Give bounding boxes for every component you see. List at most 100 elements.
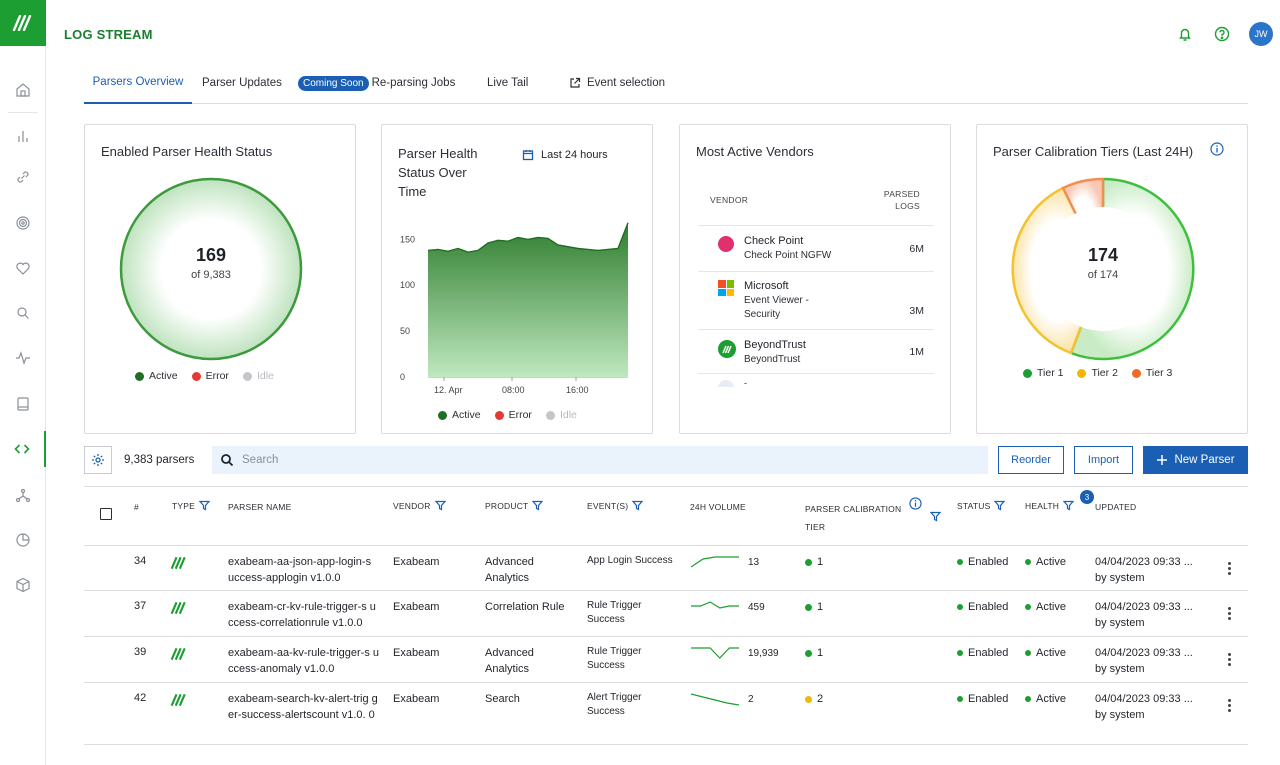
exabeam-logo-icon bbox=[12, 15, 32, 31]
vendor-row[interactable]: Check Point Check Point NGFW 6M bbox=[698, 225, 934, 271]
row-vendor: Exabeam bbox=[393, 556, 440, 568]
row-num: 37 bbox=[134, 600, 147, 612]
health-dot bbox=[1025, 559, 1031, 565]
column-settings-button[interactable] bbox=[84, 446, 112, 474]
search-icon[interactable] bbox=[0, 295, 46, 331]
code-icon[interactable] bbox=[0, 431, 46, 467]
filter-icon[interactable] bbox=[632, 500, 644, 511]
row-actions-icon[interactable] bbox=[1224, 649, 1234, 669]
parser-name-link[interactable]: exabeam-aa-json-app-login-s uccess-applo… bbox=[228, 556, 372, 584]
cube-icon[interactable] bbox=[0, 567, 46, 603]
parser-name-link[interactable]: exabeam-search-kv-alert-trig ger-success… bbox=[228, 693, 378, 721]
target-icon[interactable] bbox=[0, 205, 46, 241]
row-actions-icon[interactable] bbox=[1224, 558, 1234, 578]
status-dot bbox=[957, 696, 963, 702]
tab-reparsing-jobs[interactable]: Coming Soon Re-parsing Jobs bbox=[298, 62, 455, 104]
row-actions-icon[interactable] bbox=[1224, 695, 1234, 715]
filter-icon[interactable] bbox=[1063, 500, 1075, 511]
table-row[interactable]: 34 exabeam-aa-json-app-login-s uccess-app… bbox=[84, 546, 1248, 591]
vendor-row[interactable]: Microsoft Event Viewer - Security 3M bbox=[698, 271, 934, 329]
col-status: STATUS bbox=[957, 500, 1006, 511]
table-row[interactable]: 37 exabeam-cr-kv-rule-trigger-s uccess-co… bbox=[84, 591, 1248, 637]
row-health: Active bbox=[1025, 599, 1066, 615]
bell-icon[interactable] bbox=[1175, 24, 1195, 44]
plus-icon bbox=[1157, 455, 1168, 465]
bar-chart-icon[interactable] bbox=[0, 118, 46, 154]
import-button[interactable]: Import bbox=[1074, 446, 1133, 474]
filter-icon[interactable] bbox=[434, 500, 446, 511]
sparkline-path bbox=[690, 556, 739, 568]
tab-label: Live Tail bbox=[487, 77, 529, 89]
date-range-picker[interactable]: Last 24 hours bbox=[522, 149, 608, 161]
filter-icon[interactable] bbox=[199, 500, 211, 511]
row-events: App Login Success bbox=[587, 555, 673, 566]
vendor-row-partial: - bbox=[698, 373, 934, 387]
tab-live-tail[interactable]: Live Tail bbox=[487, 62, 528, 104]
row-volume: 13 bbox=[748, 557, 760, 568]
reorder-button[interactable]: Reorder bbox=[998, 446, 1064, 474]
network-icon[interactable] bbox=[0, 477, 46, 513]
book-icon[interactable] bbox=[0, 386, 46, 422]
search-icon bbox=[221, 454, 234, 467]
row-health: Active bbox=[1025, 554, 1066, 570]
row-num: 42 bbox=[134, 692, 147, 704]
volume-sparkline bbox=[691, 601, 739, 609]
col-vendor: VENDOR bbox=[393, 500, 446, 511]
activity-icon[interactable] bbox=[0, 340, 46, 376]
filter-icon[interactable] bbox=[532, 500, 544, 511]
user-avatar[interactable]: JW bbox=[1249, 22, 1273, 46]
select-all-checkbox[interactable] bbox=[100, 508, 112, 520]
table-row[interactable]: 39 exabeam-aa-kv-rule-trigger-s uccess-an… bbox=[84, 637, 1248, 683]
legend-error: Error bbox=[191, 370, 229, 382]
link-icon[interactable] bbox=[0, 159, 46, 195]
pie-icon[interactable] bbox=[0, 522, 46, 558]
row-tier: 1 bbox=[805, 599, 823, 615]
legend-tier-3: Tier 3 bbox=[1131, 367, 1172, 379]
volume-sparkline bbox=[691, 647, 739, 659]
tab-label: Event selection bbox=[587, 77, 665, 89]
x-tick-label: 16:00 bbox=[566, 385, 589, 395]
new-parser-label: New Parser bbox=[1174, 454, 1235, 466]
heart-icon[interactable] bbox=[0, 250, 46, 286]
legend-active: Active bbox=[438, 409, 481, 421]
legend-error: Error bbox=[494, 409, 532, 421]
tab-parser-updates[interactable]: Parser Updates bbox=[202, 62, 282, 104]
health-total: 169 of 9,383 bbox=[151, 245, 271, 281]
tab-bar: Parsers Overview Parser Updates Coming S… bbox=[84, 62, 1248, 104]
search-input[interactable] bbox=[242, 454, 942, 466]
filter-icon[interactable] bbox=[994, 500, 1006, 511]
row-actions-icon[interactable] bbox=[1224, 603, 1234, 623]
exabeam-type-icon bbox=[170, 693, 188, 710]
home-icon[interactable] bbox=[0, 72, 46, 108]
vendor-row[interactable]: BeyondTrust BeyondTrust 1M bbox=[698, 329, 934, 373]
table-row[interactable]: 42 exabeam-search-kv-alert-trig ger-succe… bbox=[84, 683, 1248, 745]
sparkline-path bbox=[691, 647, 739, 659]
tab-event-selection[interactable]: Event selection bbox=[569, 62, 665, 104]
date-range-label: Last 24 hours bbox=[541, 149, 608, 161]
help-icon[interactable] bbox=[1212, 24, 1232, 44]
row-tier: 2 bbox=[805, 691, 823, 707]
checkpoint-logo-icon bbox=[718, 236, 734, 252]
card-title: Parser Calibration Tiers (Last 24H) bbox=[993, 144, 1194, 159]
col-volume: 24H VOLUME bbox=[690, 502, 746, 512]
row-events: Alert Trigger Success bbox=[587, 692, 642, 717]
parser-name-link[interactable]: exabeam-cr-kv-rule-trigger-s uccess-corr… bbox=[228, 601, 376, 629]
exabeam-type-icon bbox=[170, 601, 188, 618]
new-parser-button[interactable]: New Parser bbox=[1143, 446, 1248, 474]
calendar-icon bbox=[522, 150, 534, 161]
info-icon[interactable] bbox=[1210, 142, 1224, 156]
health-value: 169 bbox=[195, 245, 227, 265]
filter-icon[interactable] bbox=[930, 511, 941, 522]
active-vendors-card: Most Active Vendors VENDOR PARSED LOGS C… bbox=[679, 124, 951, 434]
app-logo[interactable] bbox=[0, 0, 46, 46]
tiers-sub: of 174 bbox=[1087, 269, 1119, 281]
tier-dot bbox=[805, 603, 812, 611]
tab-parsers-overview[interactable]: Parsers Overview bbox=[84, 62, 192, 104]
gear-icon bbox=[92, 454, 104, 466]
coming-soon-badge: Coming Soon bbox=[298, 75, 369, 91]
parser-name-link[interactable]: exabeam-aa-kv-rule-trigger-s uccess-anom… bbox=[228, 647, 379, 675]
col-events: EVENT(S) bbox=[587, 500, 644, 511]
info-icon[interactable] bbox=[909, 497, 922, 510]
table-header: # TYPE PARSER NAME VENDOR PRODUCT EVENT(… bbox=[84, 486, 1248, 546]
beyondtrust-logo-icon bbox=[718, 340, 736, 358]
